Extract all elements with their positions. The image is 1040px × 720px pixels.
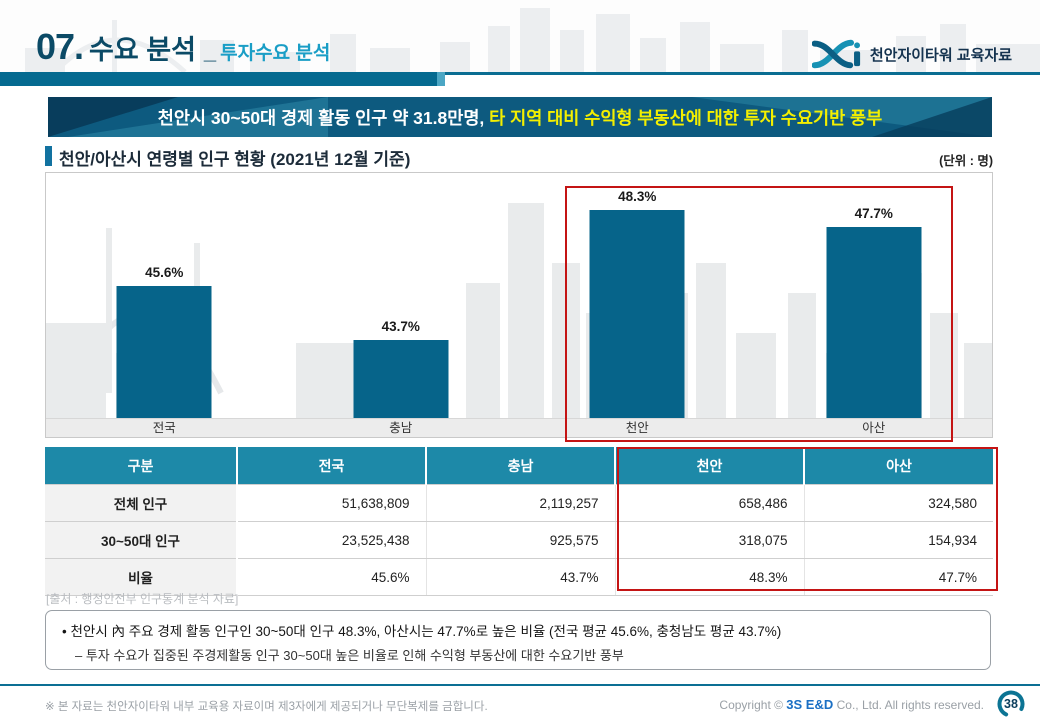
row-label: 비율 — [45, 558, 238, 596]
table-cell: 658,486 — [614, 484, 804, 522]
table-cell: 48.3% — [614, 558, 804, 596]
subtitle-text: 투자수요 분석 — [220, 43, 331, 64]
chart-category-axis: 전국 충남 천안 아산 — [46, 418, 992, 437]
note-bullet: • 천안시 內 주요 경제 활동 인구인 30~50대 인구 48.3%, 아산… — [62, 624, 782, 639]
copyright-suffix: Co., Ltd. All rights reserved. — [833, 698, 984, 712]
header-rule-left — [0, 72, 437, 86]
table-header-구분: 구분 — [45, 447, 237, 485]
summary-notes-box: • 천안시 內 주요 경제 활동 인구인 30~50대 인구 48.3%, 아산… — [45, 610, 991, 670]
unit-label: (단위 : 명) — [939, 154, 993, 168]
table-cell: 43.7% — [425, 558, 615, 596]
table-header-전국: 전국 — [236, 447, 426, 485]
title-separator: _ — [203, 39, 217, 64]
brand-logo: 천안자이타워 교육자료 — [811, 38, 1012, 70]
category-label-충남: 충남 — [389, 421, 413, 435]
bar-천안: 48.3% — [519, 173, 756, 419]
section-title: 천안/아산시 연령별 인구 현황 (2021년 12월 기준) — [59, 150, 411, 169]
banner-text-yellow: 타 지역 대비 수익형 부동산에 대한 투자 수요기반 풍부 — [489, 107, 883, 128]
title-text: 수요 분석 — [89, 35, 196, 65]
footer-divider — [0, 684, 1040, 686]
table-row: 전체 인구 51,638,809 2,119,257 658,486 324,580 — [45, 484, 993, 522]
note-sub-bullet: – 투자 수요가 집중된 주경제활동 인구 30~50대 높은 비율로 인해 수… — [75, 648, 624, 663]
bar-rect — [353, 340, 449, 419]
table-cell: 324,580 — [803, 484, 993, 522]
banner-text: 천안시 30~50대 경제 활동 인구 약 31.8만명, 타 지역 대비 수익… — [158, 105, 883, 130]
copyright-prefix: Copyright © — [719, 698, 787, 712]
bar-rect — [589, 210, 685, 419]
bar-전국: 45.6% — [46, 173, 283, 419]
source-citation: [출처 : 행정안전부 인구통계 분석 자료] — [46, 592, 239, 606]
table-row: 30~50대 인구 23,525,438 925,575 318,075 154,934 — [45, 521, 993, 559]
bar-rect — [116, 286, 212, 419]
section-title-row: 천안/아산시 연령별 인구 현황 (2021년 12월 기준) (단위 : 명) — [45, 144, 993, 170]
table-header-아산: 아산 — [803, 447, 993, 485]
logo-label: 천안자이타워 교육자료 — [869, 46, 1012, 64]
population-table: 구분 전국 충남 천안 아산 전체 인구 51,638,809 2,119,257 658,4… — [45, 447, 993, 596]
header-rule-accent — [437, 72, 445, 86]
page-number: 38 — [1004, 697, 1018, 711]
bar-value-label: 47.7% — [854, 206, 893, 221]
page-number-badge: 38 — [996, 689, 1026, 719]
xi-logo-icon — [811, 39, 860, 69]
bar-value-label: 48.3% — [618, 189, 657, 204]
table-cell: 47.7% — [803, 558, 993, 596]
bar-충남: 43.7% — [283, 173, 520, 419]
table-cell: 925,575 — [425, 521, 615, 559]
footer-copyright: Copyright © 3S E&D Co., Ltd. All rights … — [719, 697, 984, 712]
table-cell: 51,638,809 — [236, 484, 426, 522]
banner-text-white: 천안시 30~50대 경제 활동 인구 약 31.8만명, — [157, 107, 490, 128]
slide-number: 07. — [36, 26, 84, 67]
page-title: 07. 수요 분석 _ 투자수요 분석 — [36, 26, 330, 68]
bar-value-label: 45.6% — [145, 265, 184, 280]
table-cell: 318,075 — [614, 521, 804, 559]
category-label-아산: 아산 — [862, 421, 886, 435]
category-label-천안: 천안 — [625, 421, 649, 435]
table-header-충남: 충남 — [425, 447, 615, 485]
header-rule-right — [445, 72, 1040, 75]
footer: ※ 본 자료는 천안자이타워 내부 교육용 자료이며 제3자에게 제공되거나 무… — [0, 686, 1040, 720]
footer-disclaimer: ※ 본 자료는 천안자이타워 내부 교육용 자료이며 제3자에게 제공되거나 무… — [45, 701, 488, 713]
table-header-천안: 천안 — [614, 447, 804, 485]
table-cell: 23,525,438 — [236, 521, 426, 559]
bar-rect — [826, 227, 922, 419]
chart-highlight-box — [565, 186, 953, 442]
page-badge-arc-icon — [997, 690, 1025, 718]
table-cell: 2,119,257 — [425, 484, 615, 522]
key-message-banner: 천안시 30~50대 경제 활동 인구 약 31.8만명, 타 지역 대비 수익… — [48, 97, 992, 137]
row-label: 전체 인구 — [45, 484, 238, 522]
row-label: 30~50대 인구 — [45, 521, 238, 559]
header: 07. 수요 분석 _ 투자수요 분석 천안자이타워 교육자료 — [0, 0, 1040, 72]
bar-value-label: 43.7% — [381, 319, 420, 334]
table-cell: 154,934 — [803, 521, 993, 559]
table-cell: 45.6% — [236, 558, 426, 596]
category-label-전국: 전국 — [152, 421, 176, 435]
city-skyline-watermark — [25, 8, 1040, 72]
company-name: 3S E&D — [786, 697, 834, 712]
population-bar-chart: 45.6% 43.7% 48.3% 47.7% 전국 충남 천안 아산 — [45, 172, 993, 442]
chart-plot-area: 45.6% 43.7% 48.3% 47.7% — [46, 173, 992, 419]
bar-아산: 47.7% — [756, 173, 993, 419]
section-title-marker — [45, 146, 52, 166]
